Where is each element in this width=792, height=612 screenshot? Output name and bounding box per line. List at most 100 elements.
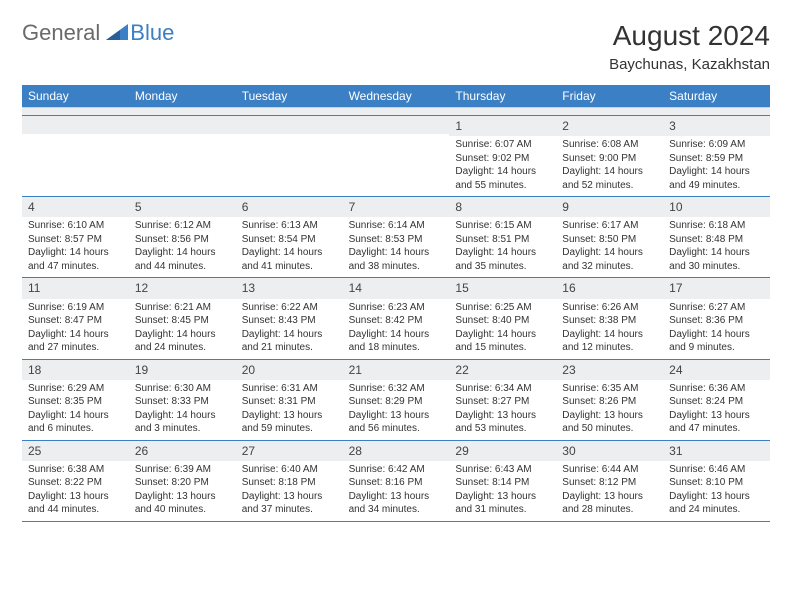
daylight-text: Daylight: 14 hours and 35 minutes. bbox=[455, 246, 550, 273]
sunset-text: Sunset: 8:14 PM bbox=[455, 476, 550, 490]
calendar-day: 16Sunrise: 6:26 AMSunset: 8:38 PMDayligh… bbox=[556, 278, 663, 358]
calendar-day: 17Sunrise: 6:27 AMSunset: 8:36 PMDayligh… bbox=[663, 278, 770, 358]
sunset-text: Sunset: 8:16 PM bbox=[349, 476, 444, 490]
sunrise-text: Sunrise: 6:14 AM bbox=[349, 219, 444, 233]
day-details: Sunrise: 6:18 AMSunset: 8:48 PMDaylight:… bbox=[663, 217, 770, 277]
day-header: Monday bbox=[129, 85, 236, 107]
daylight-text: Daylight: 14 hours and 21 minutes. bbox=[242, 328, 337, 355]
calendar-day: 22Sunrise: 6:34 AMSunset: 8:27 PMDayligh… bbox=[449, 360, 556, 440]
sunrise-text: Sunrise: 6:35 AM bbox=[562, 382, 657, 396]
calendar-day: 30Sunrise: 6:44 AMSunset: 8:12 PMDayligh… bbox=[556, 441, 663, 521]
sunrise-text: Sunrise: 6:42 AM bbox=[349, 463, 444, 477]
calendar-weeks: 1Sunrise: 6:07 AMSunset: 9:02 PMDaylight… bbox=[22, 115, 770, 521]
daylight-text: Daylight: 13 hours and 59 minutes. bbox=[242, 409, 337, 436]
day-details: Sunrise: 6:34 AMSunset: 8:27 PMDaylight:… bbox=[449, 380, 556, 440]
day-number: 11 bbox=[22, 278, 129, 298]
sunset-text: Sunset: 8:40 PM bbox=[455, 314, 550, 328]
sunset-text: Sunset: 8:33 PM bbox=[135, 395, 230, 409]
calendar: SundayMondayTuesdayWednesdayThursdayFrid… bbox=[22, 85, 770, 522]
sunset-text: Sunset: 8:45 PM bbox=[135, 314, 230, 328]
day-header: Saturday bbox=[663, 85, 770, 107]
sunset-text: Sunset: 9:02 PM bbox=[455, 152, 550, 166]
day-number: 16 bbox=[556, 278, 663, 298]
sunset-text: Sunset: 8:54 PM bbox=[242, 233, 337, 247]
day-number: 29 bbox=[449, 441, 556, 461]
calendar-day: 10Sunrise: 6:18 AMSunset: 8:48 PMDayligh… bbox=[663, 197, 770, 277]
daylight-text: Daylight: 14 hours and 32 minutes. bbox=[562, 246, 657, 273]
sunrise-text: Sunrise: 6:30 AM bbox=[135, 382, 230, 396]
daylight-text: Daylight: 14 hours and 18 minutes. bbox=[349, 328, 444, 355]
daylight-text: Daylight: 13 hours and 31 minutes. bbox=[455, 490, 550, 517]
day-number bbox=[343, 116, 450, 134]
logo: General Blue bbox=[22, 20, 174, 46]
day-header: Sunday bbox=[22, 85, 129, 107]
sunset-text: Sunset: 8:53 PM bbox=[349, 233, 444, 247]
sunset-text: Sunset: 8:36 PM bbox=[669, 314, 764, 328]
logo-triangle-icon bbox=[106, 20, 128, 46]
day-number: 5 bbox=[129, 197, 236, 217]
sunset-text: Sunset: 8:38 PM bbox=[562, 314, 657, 328]
day-details: Sunrise: 6:21 AMSunset: 8:45 PMDaylight:… bbox=[129, 299, 236, 359]
calendar-week: 4Sunrise: 6:10 AMSunset: 8:57 PMDaylight… bbox=[22, 196, 770, 277]
sunrise-text: Sunrise: 6:25 AM bbox=[455, 301, 550, 315]
calendar-day: 7Sunrise: 6:14 AMSunset: 8:53 PMDaylight… bbox=[343, 197, 450, 277]
day-details: Sunrise: 6:22 AMSunset: 8:43 PMDaylight:… bbox=[236, 299, 343, 359]
day-number: 27 bbox=[236, 441, 343, 461]
sunrise-text: Sunrise: 6:31 AM bbox=[242, 382, 337, 396]
calendar-day bbox=[129, 116, 236, 196]
day-number: 3 bbox=[663, 116, 770, 136]
calendar-day: 31Sunrise: 6:46 AMSunset: 8:10 PMDayligh… bbox=[663, 441, 770, 521]
day-details: Sunrise: 6:19 AMSunset: 8:47 PMDaylight:… bbox=[22, 299, 129, 359]
calendar-day: 20Sunrise: 6:31 AMSunset: 8:31 PMDayligh… bbox=[236, 360, 343, 440]
sunrise-text: Sunrise: 6:43 AM bbox=[455, 463, 550, 477]
day-number: 18 bbox=[22, 360, 129, 380]
sunset-text: Sunset: 8:29 PM bbox=[349, 395, 444, 409]
calendar-day: 18Sunrise: 6:29 AMSunset: 8:35 PMDayligh… bbox=[22, 360, 129, 440]
day-details: Sunrise: 6:09 AMSunset: 8:59 PMDaylight:… bbox=[663, 136, 770, 196]
sunset-text: Sunset: 8:18 PM bbox=[242, 476, 337, 490]
sunrise-text: Sunrise: 6:13 AM bbox=[242, 219, 337, 233]
day-details: Sunrise: 6:30 AMSunset: 8:33 PMDaylight:… bbox=[129, 380, 236, 440]
sunset-text: Sunset: 8:20 PM bbox=[135, 476, 230, 490]
day-number: 15 bbox=[449, 278, 556, 298]
day-details: Sunrise: 6:23 AMSunset: 8:42 PMDaylight:… bbox=[343, 299, 450, 359]
daylight-text: Daylight: 14 hours and 9 minutes. bbox=[669, 328, 764, 355]
sunrise-text: Sunrise: 6:08 AM bbox=[562, 138, 657, 152]
day-number: 22 bbox=[449, 360, 556, 380]
daylight-text: Daylight: 14 hours and 3 minutes. bbox=[135, 409, 230, 436]
day-number: 24 bbox=[663, 360, 770, 380]
day-number: 2 bbox=[556, 116, 663, 136]
day-number: 12 bbox=[129, 278, 236, 298]
day-details: Sunrise: 6:14 AMSunset: 8:53 PMDaylight:… bbox=[343, 217, 450, 277]
day-header: Tuesday bbox=[236, 85, 343, 107]
sunrise-text: Sunrise: 6:44 AM bbox=[562, 463, 657, 477]
sunset-text: Sunset: 8:47 PM bbox=[28, 314, 123, 328]
daylight-text: Daylight: 13 hours and 24 minutes. bbox=[669, 490, 764, 517]
daylight-text: Daylight: 14 hours and 27 minutes. bbox=[28, 328, 123, 355]
calendar-day: 15 Sunrise: 6:25 AMSunset: 8:40 PMDayligh… bbox=[449, 278, 556, 358]
calendar-week: 18Sunrise: 6:29 AMSunset: 8:35 PMDayligh… bbox=[22, 359, 770, 440]
sunrise-text: Sunrise: 6:17 AM bbox=[562, 219, 657, 233]
calendar-day: 14Sunrise: 6:23 AMSunset: 8:42 PMDayligh… bbox=[343, 278, 450, 358]
day-number: 20 bbox=[236, 360, 343, 380]
daylight-text: Daylight: 14 hours and 52 minutes. bbox=[562, 165, 657, 192]
calendar-day: 5Sunrise: 6:12 AMSunset: 8:56 PMDaylight… bbox=[129, 197, 236, 277]
sunset-text: Sunset: 8:26 PM bbox=[562, 395, 657, 409]
sunrise-text: Sunrise: 6:26 AM bbox=[562, 301, 657, 315]
sunrise-text: Sunrise: 6:15 AM bbox=[455, 219, 550, 233]
day-details: Sunrise: 6:26 AMSunset: 8:38 PMDaylight:… bbox=[556, 299, 663, 359]
day-details: Sunrise: 6:42 AMSunset: 8:16 PMDaylight:… bbox=[343, 461, 450, 521]
daylight-text: Daylight: 13 hours and 44 minutes. bbox=[28, 490, 123, 517]
daylight-text: Daylight: 14 hours and 15 minutes. bbox=[455, 328, 550, 355]
day-details: Sunrise: 6:38 AMSunset: 8:22 PMDaylight:… bbox=[22, 461, 129, 521]
day-number: 25 bbox=[22, 441, 129, 461]
day-number: 1 bbox=[449, 116, 556, 136]
daylight-text: Daylight: 13 hours and 28 minutes. bbox=[562, 490, 657, 517]
sunrise-text: Sunrise: 6:34 AM bbox=[455, 382, 550, 396]
day-details: Sunrise: 6:08 AMSunset: 9:00 PMDaylight:… bbox=[556, 136, 663, 196]
daylight-text: Daylight: 14 hours and 47 minutes. bbox=[28, 246, 123, 273]
calendar-day: 11Sunrise: 6:19 AMSunset: 8:47 PMDayligh… bbox=[22, 278, 129, 358]
day-details: Sunrise: 6:39 AMSunset: 8:20 PMDaylight:… bbox=[129, 461, 236, 521]
day-number: 26 bbox=[129, 441, 236, 461]
sunrise-text: Sunrise: 6:39 AM bbox=[135, 463, 230, 477]
